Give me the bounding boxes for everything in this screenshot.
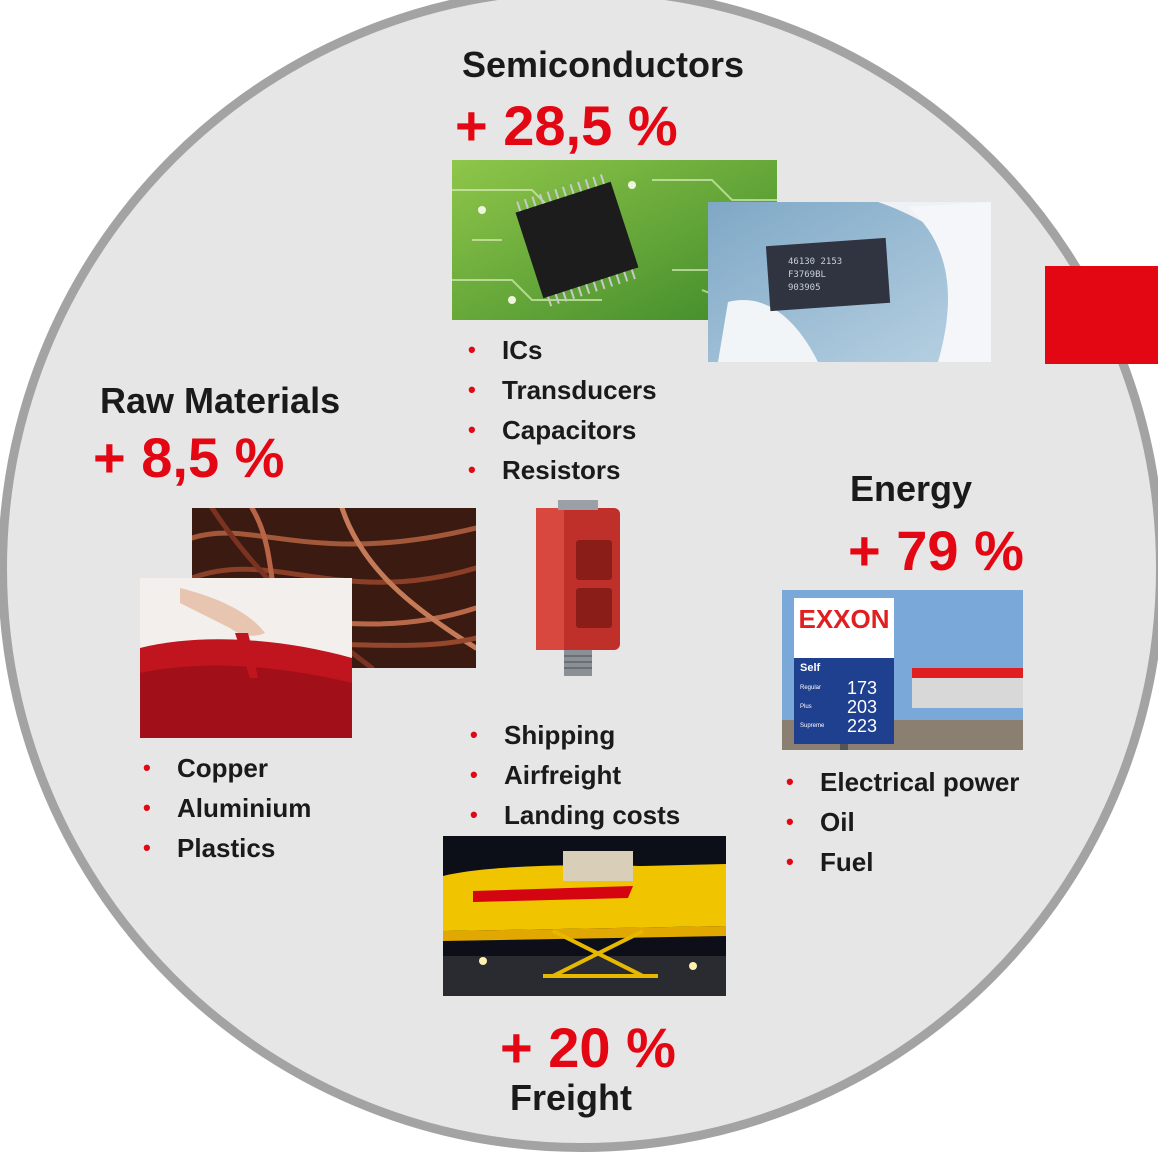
price-value: 223 bbox=[847, 716, 877, 736]
energy-list: Electrical power Oil Fuel bbox=[780, 762, 1019, 882]
price-value: 173 bbox=[847, 678, 877, 698]
list-item: Transducers bbox=[462, 370, 657, 410]
list-item: Copper bbox=[137, 748, 311, 788]
plastic-granules-photo bbox=[140, 578, 352, 738]
list-item: Resistors bbox=[462, 450, 657, 490]
freight-title: Freight bbox=[510, 1077, 632, 1118]
list-item: Airfreight bbox=[464, 755, 680, 795]
raw-materials-title: Raw Materials bbox=[100, 380, 341, 421]
freight-list: Shipping Airfreight Landing costs bbox=[464, 715, 680, 835]
grade-label: Supreme bbox=[800, 723, 825, 729]
list-item: Capacitors bbox=[462, 410, 657, 450]
svg-text:903905: 903905 bbox=[788, 283, 821, 293]
price-value: 203 bbox=[847, 697, 877, 717]
list-item: Electrical power bbox=[780, 762, 1019, 802]
raw-materials-list: Copper Aluminium Plastics bbox=[137, 748, 311, 868]
svg-text:F3769BL: F3769BL bbox=[788, 270, 826, 280]
freight-increase: + 20 % bbox=[500, 1016, 676, 1079]
list-item: Shipping bbox=[464, 715, 680, 755]
gas-station-photo: EXXON Self Regular Plus Supreme 173 203 … bbox=[782, 590, 1023, 750]
list-item: Plastics bbox=[137, 828, 311, 868]
semiconductors-increase: + 28,5 % bbox=[455, 94, 678, 157]
list-item: Oil bbox=[780, 802, 1019, 842]
grade-label: Regular bbox=[800, 685, 821, 691]
raw-materials-increase: + 8,5 % bbox=[93, 426, 285, 489]
list-item: Aluminium bbox=[137, 788, 311, 828]
semiconductors-list: ICs Transducers Capacitors Resistors bbox=[462, 330, 657, 490]
semiconductors-title: Semiconductors bbox=[462, 44, 745, 85]
cargo-plane-photo bbox=[443, 836, 726, 996]
sensor-device-photo bbox=[528, 500, 628, 680]
energy-title: Energy bbox=[850, 468, 973, 509]
svg-text:46130 2153: 46130 2153 bbox=[788, 257, 842, 267]
chip-in-glove-photo: 46130 2153 F3769BL 903905 bbox=[708, 202, 991, 362]
energy-increase: + 79 % bbox=[848, 519, 1024, 582]
list-item: Fuel bbox=[780, 842, 1019, 882]
exxon-brand: EXXON bbox=[798, 604, 889, 634]
grade-label: Plus bbox=[800, 704, 812, 710]
list-item: ICs bbox=[462, 330, 657, 370]
self-label: Self bbox=[800, 662, 821, 674]
red-accent-square bbox=[1045, 266, 1158, 364]
list-item: Landing costs bbox=[464, 795, 680, 835]
